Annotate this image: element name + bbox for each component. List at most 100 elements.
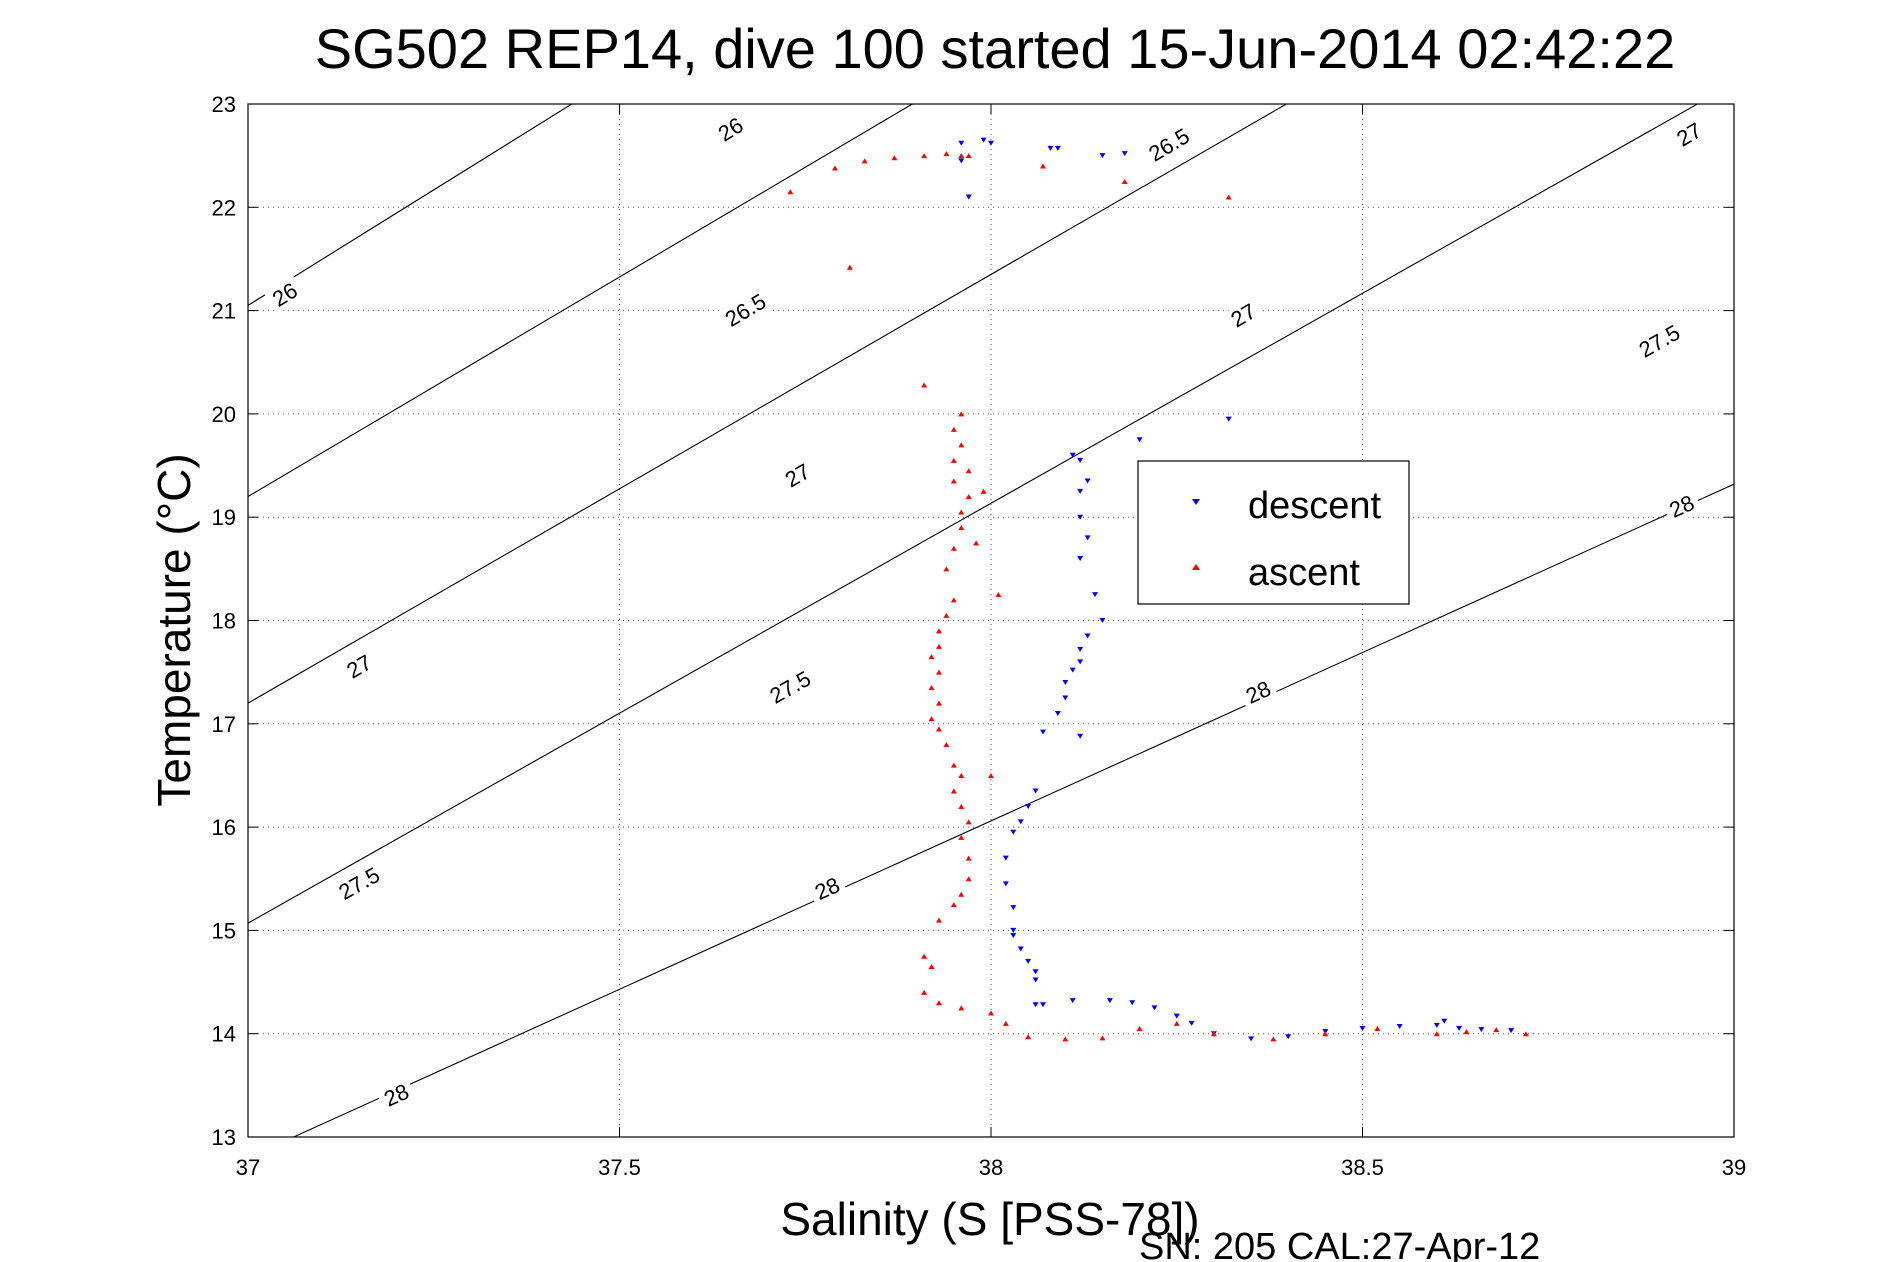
contour-label-bg — [1138, 120, 1201, 171]
contour-label-bg — [1238, 674, 1279, 711]
ascent-point — [965, 876, 972, 882]
descent-point — [1285, 1034, 1292, 1040]
ascent-point — [1433, 1031, 1440, 1037]
grid — [248, 104, 1734, 1137]
descent-point — [1508, 1028, 1515, 1034]
descent-point — [1017, 946, 1024, 952]
descent-point — [1054, 710, 1061, 716]
descent-point — [1010, 933, 1017, 939]
y-tick-label: 21 — [212, 299, 236, 324]
descent-point — [1032, 788, 1039, 794]
descent-point — [958, 140, 965, 146]
descent-point — [1136, 437, 1143, 443]
density-contour-line — [248, 104, 573, 306]
descent-point — [1002, 855, 1009, 861]
descent-point — [965, 194, 972, 200]
legend-label-descent: descent — [1248, 485, 1382, 527]
ascent-point — [935, 726, 942, 732]
descent-point — [980, 137, 987, 143]
descent-point — [1069, 667, 1076, 673]
ascent-point — [935, 628, 942, 634]
ascent-point — [965, 153, 972, 159]
x-axis-label: Salinity (S [PSS-78]) — [780, 1193, 1199, 1245]
ascent-point — [958, 411, 965, 417]
legend-label-ascent: ascent — [1248, 552, 1360, 594]
ascent-point — [988, 1010, 994, 1016]
y-axis-label: Temperature (°C) — [148, 453, 200, 806]
descent-point — [1441, 1018, 1448, 1024]
descent-point — [1017, 819, 1024, 825]
series-descent — [958, 137, 1515, 1042]
x-tick-label: 37 — [236, 1155, 260, 1180]
ascent-point — [1493, 1027, 1500, 1033]
ascent-point — [861, 158, 868, 164]
contour-label-bg — [807, 871, 848, 908]
ascent-point — [831, 165, 838, 171]
descent-point — [1002, 881, 1009, 887]
descent-point — [1010, 905, 1017, 911]
descent-point — [1456, 1026, 1463, 1032]
descent-point — [1106, 998, 1113, 1004]
contour-label-bg — [759, 662, 822, 713]
ascent-point — [935, 643, 942, 649]
ascent-point — [965, 819, 972, 825]
ascent-point — [891, 155, 898, 161]
descent-point — [1433, 1022, 1440, 1028]
descent-point — [1025, 958, 1032, 964]
descent-point — [1173, 1013, 1180, 1019]
y-tick-label: 14 — [212, 1022, 236, 1047]
ascent-point — [958, 509, 965, 515]
density-contour-line — [248, 104, 914, 498]
ascent-point — [958, 891, 965, 897]
descent-point — [1040, 729, 1047, 735]
descent-point — [1069, 998, 1076, 1004]
ascent-point — [980, 488, 987, 494]
ascent-point — [950, 788, 957, 794]
descent-point — [1121, 151, 1128, 157]
ascent-point — [928, 964, 935, 970]
ascent-point — [935, 669, 942, 675]
ascent-point — [943, 566, 950, 572]
ascent-point — [965, 468, 972, 474]
ascent-point — [943, 741, 950, 747]
ascent-point — [958, 1005, 965, 1011]
ascent-point — [1002, 1020, 1009, 1026]
descent-point — [1092, 592, 1099, 598]
contour-label-bg — [338, 648, 381, 686]
descent-point — [1084, 535, 1091, 541]
descent-point — [1077, 457, 1084, 463]
descent-point — [1010, 927, 1017, 933]
contour-label-bg — [1661, 488, 1703, 525]
descent-point — [1084, 633, 1091, 639]
legend-marker-descent — [1192, 499, 1200, 505]
ascent-point — [935, 1000, 942, 1006]
descent-point — [1188, 1020, 1195, 1026]
ascent-point — [950, 457, 957, 463]
ascent-point — [921, 153, 928, 159]
ascent-point — [846, 264, 853, 270]
y-tick-label: 22 — [212, 195, 236, 220]
ascent-point — [1173, 1020, 1180, 1026]
ascent-point — [1225, 194, 1232, 200]
ascent-point — [965, 494, 972, 500]
contour-label-bg — [1668, 116, 1711, 154]
descent-point — [1032, 969, 1039, 975]
legend-box — [1137, 460, 1410, 605]
ascent-point — [950, 478, 957, 484]
descent-point — [1084, 478, 1091, 484]
ascent-point — [928, 685, 935, 691]
descent-point — [958, 158, 965, 164]
y-tick-label: 17 — [212, 712, 236, 737]
ascent-point — [943, 151, 950, 157]
contour-label-bg — [1628, 316, 1691, 367]
x-tick-label: 39 — [1722, 1155, 1746, 1180]
density-contour-line — [248, 104, 1699, 924]
ascent-point — [958, 803, 965, 809]
ascent-point — [995, 592, 1002, 598]
ascent-point — [1322, 1031, 1329, 1037]
descent-point — [1025, 803, 1032, 809]
ascent-point — [943, 612, 950, 618]
descent-point — [1032, 977, 1039, 983]
